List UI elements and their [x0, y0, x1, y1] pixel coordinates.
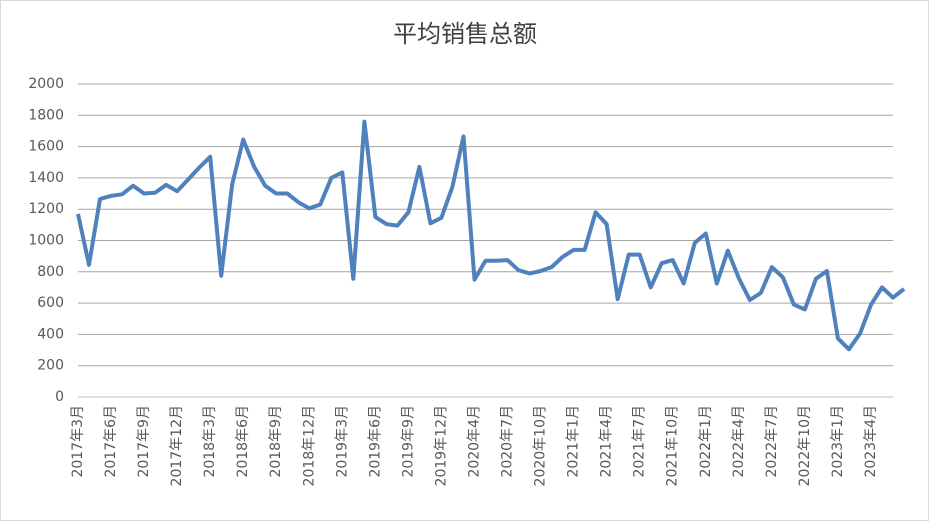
x-tick-label: 2020年10月 [533, 405, 549, 486]
y-tick-label: 1200 [28, 201, 64, 217]
x-tick-label: 2020年4月 [466, 405, 482, 478]
y-tick-label: 2000 [28, 76, 64, 92]
x-tick-label: 2017年12月 [169, 405, 185, 486]
y-tick-label: 400 [37, 326, 64, 342]
x-tick-label: 2019年12月 [433, 405, 449, 486]
x-tick-label: 2017年3月 [70, 405, 86, 478]
x-tick-label: 2022年7月 [764, 405, 780, 478]
x-tick-label: 2018年12月 [301, 405, 317, 486]
x-tick-label: 2021年4月 [599, 405, 615, 478]
x-tick-label: 2023年4月 [863, 405, 879, 478]
x-tick-label: 2022年10月 [797, 405, 813, 486]
y-tick-label: 200 [37, 358, 64, 374]
x-tick-label: 2022年1月 [698, 405, 714, 478]
y-tick-label: 1400 [28, 170, 64, 186]
y-tick-label: 1000 [28, 233, 64, 249]
x-tick-label: 2019年9月 [400, 405, 416, 478]
x-tick-label: 2018年6月 [235, 405, 251, 478]
y-tick-label: 1600 [28, 139, 64, 155]
data-line [76, 119, 906, 352]
x-tick-label: 2021年10月 [665, 405, 681, 486]
x-tick-label: 2022年4月 [731, 405, 747, 478]
x-tick-label: 2018年9月 [268, 405, 284, 478]
y-tick-label: 800 [37, 264, 64, 280]
x-tick-label: 2021年1月 [566, 405, 582, 478]
x-tick-label: 2019年3月 [334, 405, 350, 478]
y-tick-label: 600 [37, 295, 64, 311]
y-tick-label: 1800 [28, 107, 64, 123]
x-tick-label: 2017年9月 [136, 405, 152, 478]
x-tick-label: 2021年7月 [632, 405, 648, 478]
x-tick-label: 2018年3月 [202, 405, 218, 478]
x-tick-label: 2017年6月 [103, 405, 119, 478]
x-tick-label: 2020年7月 [500, 405, 516, 478]
x-tick-label: 2023年1月 [830, 405, 846, 478]
x-tick-label: 2019年6月 [367, 405, 383, 478]
chart-title: 平均销售总额 [393, 20, 537, 48]
y-tick-label: 0 [55, 389, 64, 405]
